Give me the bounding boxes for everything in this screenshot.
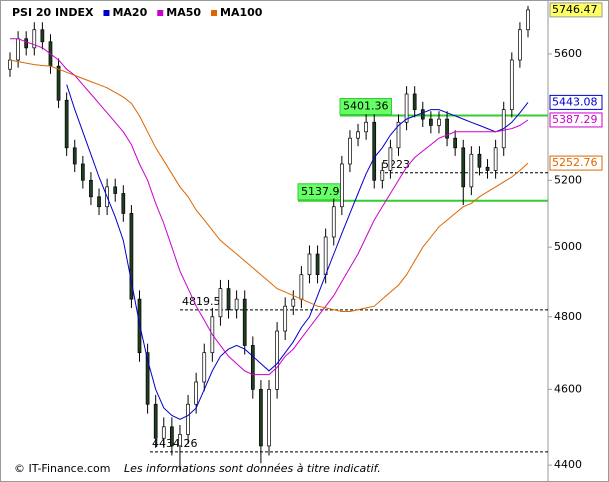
ma-value-box [549, 155, 603, 171]
candle-body [16, 38, 20, 61]
legend-swatch [211, 10, 218, 16]
candle-body [485, 166, 490, 171]
y-tick-label: 4400 [554, 458, 582, 471]
candle-body [97, 196, 101, 208]
candle-body [283, 305, 288, 332]
candle-body [89, 179, 93, 198]
candle-body [234, 298, 239, 311]
y-tick-label: 4600 [554, 382, 582, 395]
candle-body [404, 93, 409, 123]
y-tick-label: 5200 [554, 173, 582, 186]
ma-value: 5252.76 [552, 156, 598, 169]
candle-body [72, 147, 77, 165]
candle-body [121, 193, 126, 214]
candle-body [32, 29, 37, 49]
candle-body [186, 403, 190, 435]
candle-body [493, 147, 498, 171]
candle-body [526, 9, 530, 31]
level-label: 4434.26 [152, 437, 198, 450]
legend: PSI 20 INDEX MA20 MA50 MA100 [4, 4, 263, 20]
candle-body [380, 170, 385, 181]
candle-body [453, 137, 458, 149]
ma-value-box [549, 94, 603, 110]
candle-body [461, 147, 466, 188]
legend-label: MA100 [220, 6, 263, 19]
candle-body [275, 330, 279, 390]
legend-swatch [157, 10, 164, 16]
candle-body [420, 109, 425, 120]
candle-body [477, 153, 482, 168]
ma-line [9, 59, 529, 312]
last-value-box [549, 2, 603, 18]
candle-body [80, 163, 85, 181]
candle-body [429, 118, 433, 126]
candle-body [364, 121, 368, 133]
candle-body [226, 288, 231, 311]
candle-body [194, 381, 199, 405]
legend-swatch [103, 10, 110, 16]
candle-body [250, 345, 255, 390]
candle-body [437, 118, 441, 126]
candle-body [218, 288, 223, 318]
level-label: 5137.9 [301, 185, 340, 198]
candle-body [56, 65, 61, 101]
legend-box [4, 4, 259, 20]
candle-body [178, 434, 182, 447]
candle-body [129, 213, 134, 300]
candle-body [8, 59, 12, 70]
candle-body [412, 93, 417, 110]
candle-body [202, 352, 207, 383]
candle-body [518, 29, 522, 61]
candle-body [356, 131, 360, 139]
candle-body [299, 274, 304, 300]
footer-note: Les informations sont données à titre in… [124, 462, 381, 475]
candle-body [509, 59, 514, 110]
level-label: 4819.5 [182, 295, 221, 308]
ma-value-box [549, 112, 603, 128]
candle-body [64, 99, 69, 149]
ma-value: 5443.08 [552, 95, 598, 108]
candle-body [315, 253, 320, 276]
candle-body [153, 403, 158, 439]
ma-value: 5387.29 [552, 113, 598, 126]
candle-body [307, 253, 312, 276]
candle-body [113, 186, 118, 194]
last-value: 5746.47 [552, 3, 598, 16]
candle-body [396, 121, 401, 149]
ma-line [66, 84, 529, 420]
candle-body [331, 206, 336, 238]
level-label: 5401.36 [343, 100, 389, 113]
candle-body [267, 389, 271, 447]
candle-body [469, 153, 474, 188]
candle-body [323, 236, 328, 276]
ma-line [10, 38, 529, 376]
candle-body [291, 298, 296, 307]
candle-body [339, 163, 344, 208]
y-tick-label: 5000 [554, 240, 582, 253]
legend-label: MA50 [166, 6, 201, 19]
candle-body [170, 426, 174, 447]
candle-body [388, 147, 393, 171]
footer-source: © IT-Finance.com [14, 462, 111, 475]
candle-body [161, 426, 166, 439]
candle-body [242, 298, 247, 346]
candle-body [40, 29, 45, 43]
candle-body [445, 118, 449, 139]
y-tick-label: 4800 [554, 310, 582, 323]
candle-body [24, 38, 29, 49]
legend-label: MA20 [112, 6, 147, 19]
candle-body [145, 352, 150, 405]
y-tick-label: 5600 [554, 47, 582, 60]
legend-title: PSI 20 INDEX [12, 6, 94, 19]
candle-body [259, 389, 263, 447]
candle-body [372, 121, 377, 181]
candle-body [348, 137, 352, 165]
